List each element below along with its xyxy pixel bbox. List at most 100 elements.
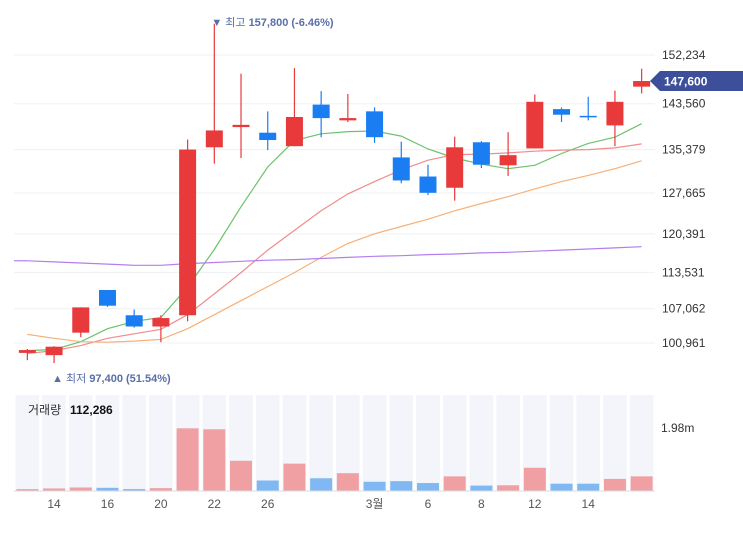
current-price-tag [650,71,743,92]
volume-current-value: 112,286 [70,403,113,417]
price-axis-tick: 100,961 [662,336,706,350]
candle-body[interactable] [499,155,517,166]
volume-column-bg [122,395,147,491]
candle-body[interactable] [205,130,223,148]
volume-bar[interactable] [176,428,199,491]
candle-body[interactable] [472,142,490,165]
moving-average-line [27,160,642,343]
volume-column-bg [629,395,654,491]
volume-column-bg [549,395,574,491]
candle-body[interactable] [606,101,624,126]
volume-bar[interactable] [523,467,546,491]
volume-bar[interactable] [256,480,279,492]
moving-average-line [27,246,642,266]
volume-bar[interactable] [149,488,172,491]
volume-column-bg [309,395,333,491]
volume-column-bg [149,395,173,491]
volume-bar[interactable] [16,489,39,491]
price-axis-tick: 135,379 [662,143,706,157]
current-price-label: 147,600 [664,75,708,89]
volume-column-bg [95,395,120,491]
volume-column-bg [496,395,520,491]
volume-column-bg [255,395,280,491]
volume-bar[interactable] [336,473,359,491]
candle-body[interactable] [366,111,384,138]
candle-body[interactable] [45,346,63,356]
axes: 152,234 143,560 135,379 127,665 120,391 113,5… [47,48,743,511]
candle-body[interactable] [18,350,36,353]
date-axis-tick: 6 [425,497,432,511]
volume-bar[interactable] [363,481,386,491]
volume-column-bg [389,395,414,491]
candle-body[interactable] [125,315,143,327]
candle-body[interactable] [553,109,571,115]
date-axis-tick: 3월 [366,497,384,511]
volume-bar[interactable] [96,487,119,491]
volume-bar[interactable] [43,488,66,491]
volume-panel: 거래량 112,286 1.98m [14,395,694,492]
candle-body[interactable] [633,81,651,87]
high-price-annotation: ▼ 최고 157,800 (-6.46%) [211,16,334,29]
date-axis-tick: 20 [154,497,168,511]
moving-average-lines [14,123,642,355]
candle-body[interactable] [339,118,357,121]
candle-body[interactable] [392,157,410,181]
price-axis-tick: 113,531 [662,265,705,279]
date-axis-tick: 12 [528,497,542,511]
candle-body[interactable] [579,115,597,118]
date-axis-tick: 8 [478,497,485,511]
candle-body[interactable] [259,132,277,141]
candle-body[interactable] [526,101,544,149]
candle-body[interactable] [285,116,303,147]
volume-column-bg [68,395,93,491]
candlesticks[interactable] [18,23,651,364]
volume-bar[interactable] [69,487,92,492]
candle-body[interactable] [232,124,250,128]
candle-body[interactable] [419,176,437,193]
date-axis-tick: 14 [582,497,596,511]
volume-bar[interactable] [283,463,306,491]
candle-body[interactable] [98,289,116,306]
volume-column-bg [522,395,547,491]
volume-column-bg [42,395,66,491]
chart-grid [14,54,655,344]
moving-average-line [27,143,642,355]
date-axis-tick: 22 [208,497,222,511]
volume-bar[interactable] [203,429,226,491]
volume-bar[interactable] [497,485,520,491]
annotations: ▼ 최고 157,800 (-6.46%) ▲ 최저 97,400 (51.54%… [52,16,334,385]
volume-column-bg [442,395,467,491]
volume-bar[interactable] [630,476,653,491]
volume-column-bg [336,395,360,491]
volume-column-bg [416,395,440,491]
volume-bar[interactable] [470,485,493,491]
volume-bar[interactable] [577,483,600,491]
price-axis-tick: 152,234 [662,48,706,62]
candle-body[interactable] [152,318,170,327]
volume-bar[interactable] [310,478,333,491]
volume-axis-tick: 1.98m [661,421,694,435]
date-axis-tick: 14 [47,497,61,511]
volume-column-bg [15,395,40,491]
volume-bar[interactable] [416,483,439,491]
volume-bar[interactable] [603,478,626,491]
date-axis-tick: 16 [101,497,115,511]
volume-column-bg [576,395,601,491]
volume-bar[interactable] [443,476,466,491]
volume-column-bg [469,395,494,491]
volume-title: 거래량 [28,403,61,417]
candle-body[interactable] [312,104,330,119]
candle-body[interactable] [72,307,90,333]
volume-bar[interactable] [230,460,253,491]
low-price-annotation: ▲ 최저 97,400 (51.54%) [52,372,171,385]
moving-average-line [27,123,642,352]
candle-body[interactable] [179,149,197,316]
volume-bar[interactable] [550,483,573,491]
volume-bar[interactable] [390,481,413,491]
candle-body[interactable] [446,147,464,188]
price-axis-tick: 127,665 [662,186,706,200]
volume-bar[interactable] [123,489,146,491]
price-axis-tick: 120,391 [662,227,706,241]
price-axis-tick: 143,560 [662,97,706,111]
